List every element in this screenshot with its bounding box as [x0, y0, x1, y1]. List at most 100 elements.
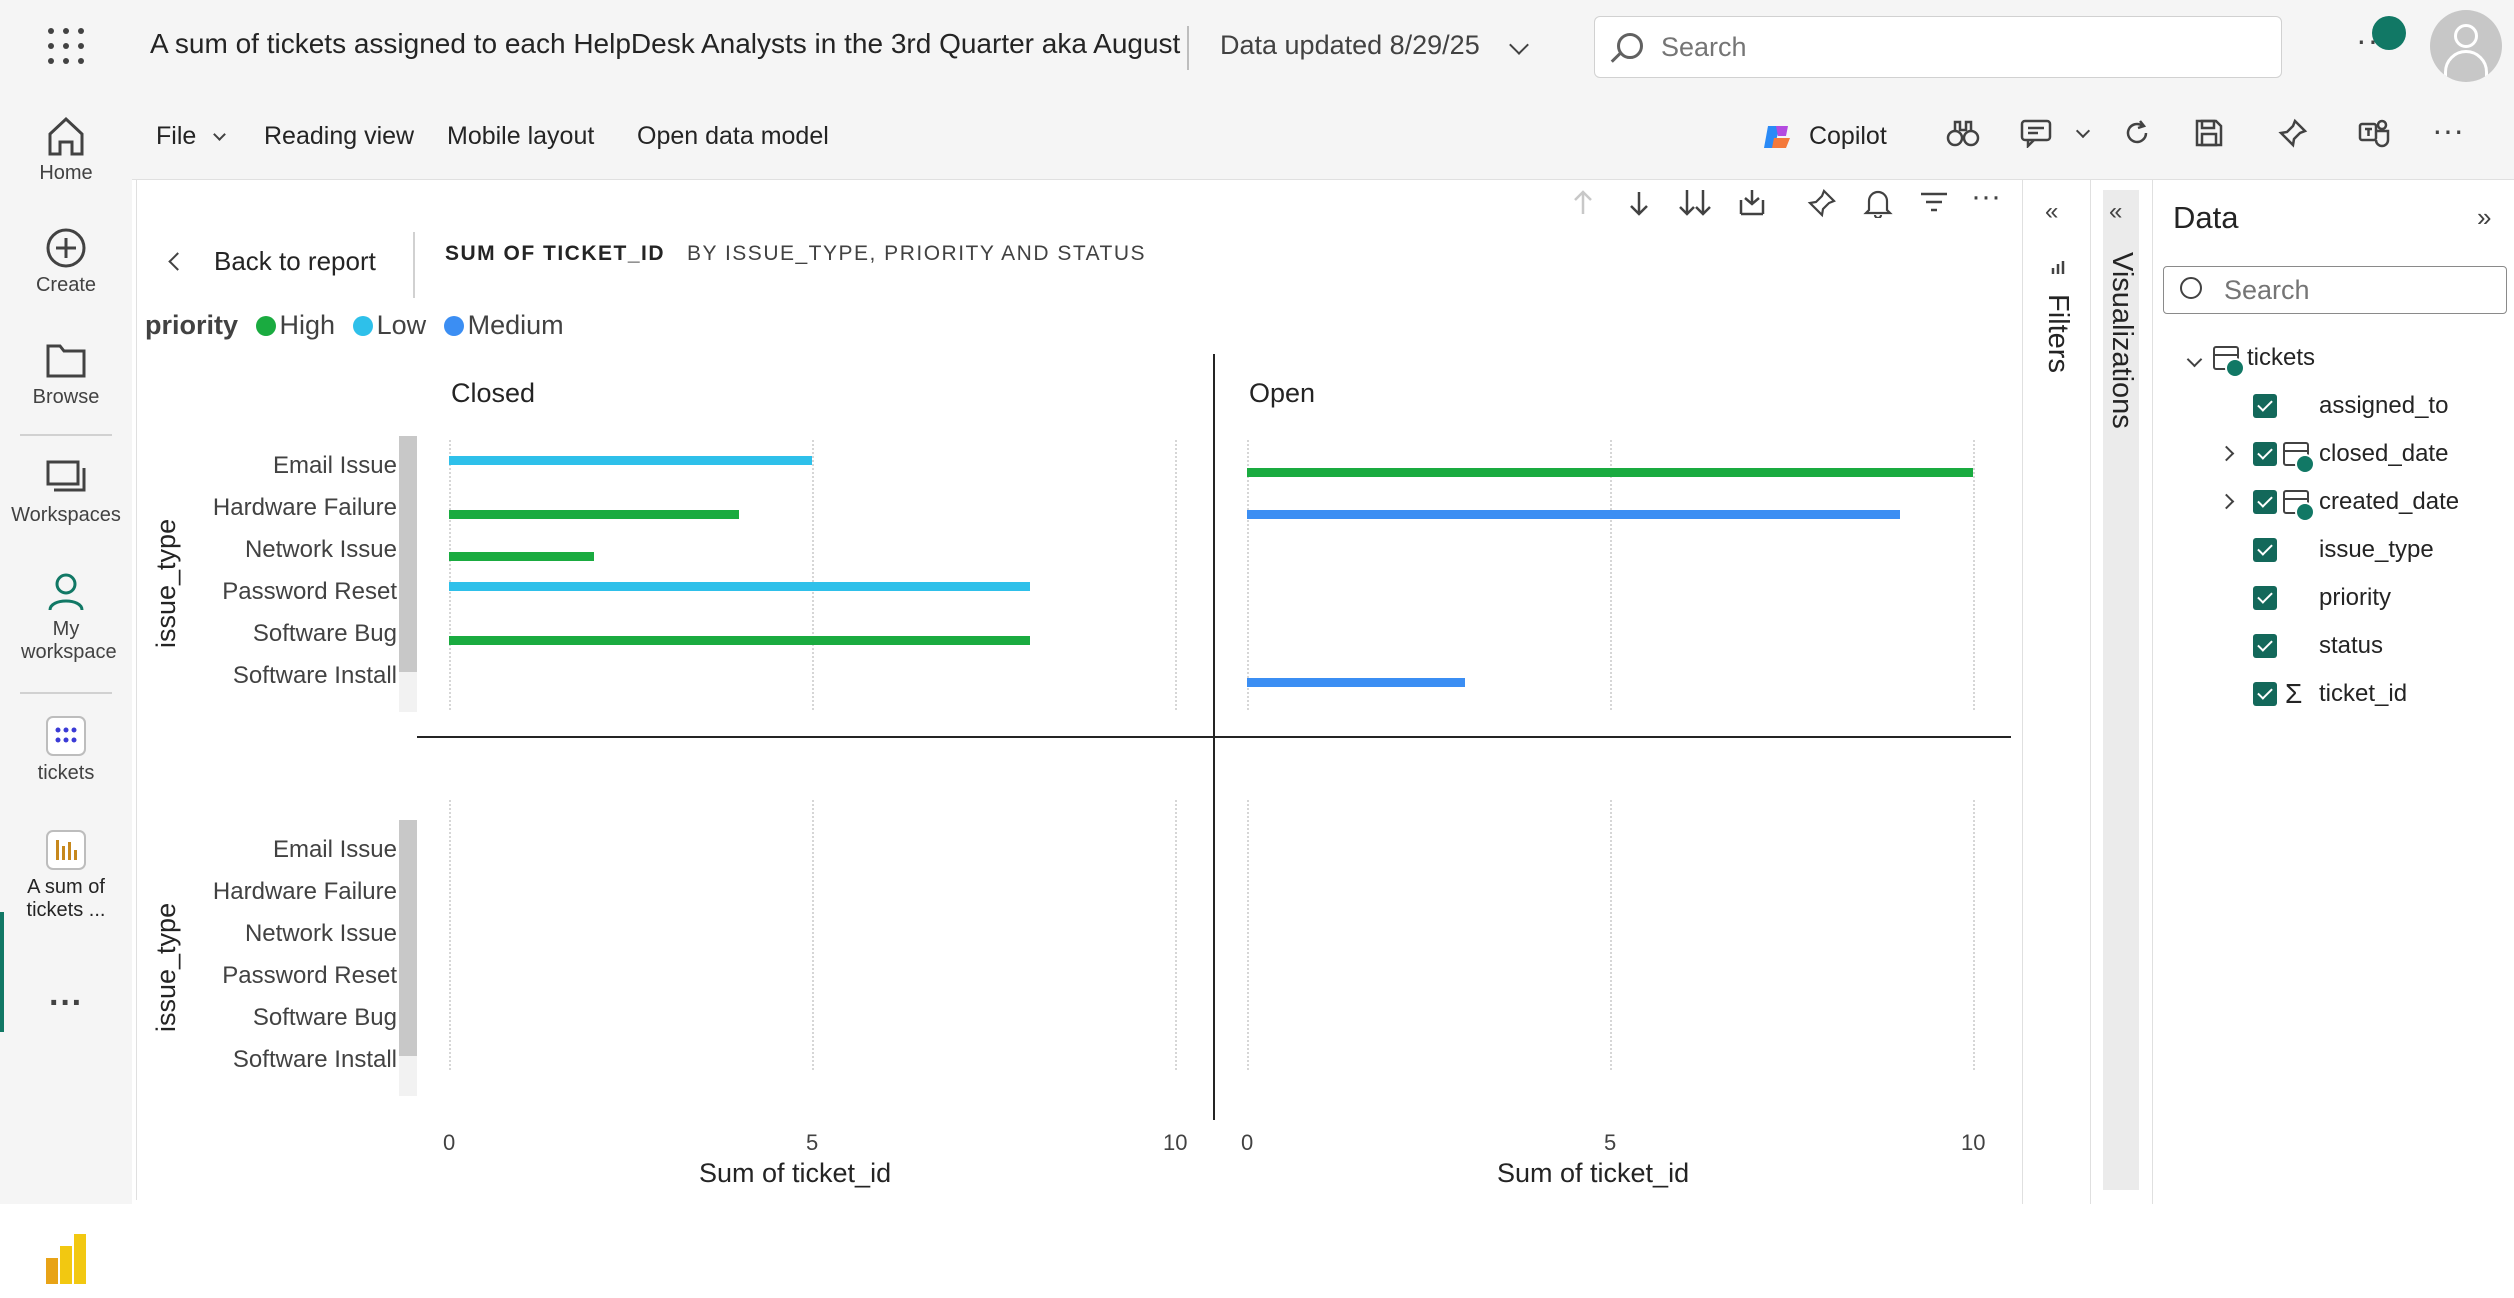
search-icon [2180, 277, 2202, 299]
field-checkbox[interactable] [2253, 538, 2277, 562]
copilot-button[interactable]: Copilot [1762, 122, 1887, 152]
file-menu[interactable]: File [156, 122, 227, 151]
field-created-date[interactable]: created_date [2319, 488, 2460, 515]
nav-label-browse: Browse [32, 386, 100, 408]
data-updated-label[interactable]: Data updated 8/29/25 [1220, 30, 1480, 60]
table-tickets[interactable]: tickets [2247, 344, 2316, 371]
search-icon [1617, 33, 1643, 59]
field-checkbox[interactable] [2253, 442, 2277, 466]
legend-item-low[interactable]: Low [376, 310, 427, 340]
bar-low[interactable] [449, 456, 812, 465]
field-closed-date[interactable]: closed_date [2319, 440, 2449, 467]
category-label: Software Bug [252, 1004, 397, 1031]
back-to-report-button[interactable]: Back to report [168, 246, 376, 277]
drill-down-icon[interactable] [1627, 188, 1651, 225]
nav-item-workspaces[interactable]: Workspaces [0, 456, 132, 527]
chevron-right-icon[interactable] [2218, 493, 2235, 510]
visual-subtitle: BY ISSUE_TYPE, PRIORITY AND STATUS [687, 242, 1147, 265]
nav-item-home[interactable]: Home [0, 114, 132, 185]
bar-high[interactable] [449, 552, 595, 561]
chevron-down-icon[interactable] [2075, 123, 2091, 139]
global-search[interactable] [1594, 16, 2282, 78]
teams-icon[interactable] [2358, 118, 2390, 155]
field-issue-type[interactable]: issue_type [2319, 536, 2434, 563]
nav-item-report[interactable]: A sum of tickets ... [0, 828, 132, 922]
data-search-input[interactable] [2224, 273, 2494, 307]
binoculars-icon[interactable] [1946, 118, 1980, 155]
workspaces-icon [46, 460, 86, 492]
category-label: Password Reset [222, 578, 397, 605]
avatar[interactable] [2430, 10, 2502, 82]
filters-label[interactable]: Filters [2042, 294, 2074, 373]
more-options-icon[interactable]: ··· [1971, 180, 2001, 213]
chevron-left-icon [168, 252, 187, 271]
category-label: Password Reset [222, 962, 397, 989]
chevron-down-icon[interactable] [1509, 35, 1529, 55]
bar-high[interactable] [1247, 468, 1973, 477]
comment-icon[interactable] [2020, 118, 2052, 155]
filter-icon[interactable] [1919, 188, 1949, 225]
back-to-report-label: Back to report [214, 246, 376, 276]
field-checkbox[interactable] [2253, 394, 2277, 418]
nav-item-my-workspace[interactable]: My workspace [0, 570, 132, 664]
report-title: A sum of tickets assigned to each HelpDe… [150, 28, 1181, 59]
collapse-icon[interactable]: « [2109, 198, 2123, 225]
category-label: Software Install [232, 662, 397, 689]
bell-icon[interactable] [1863, 188, 1893, 225]
field-status[interactable]: status [2319, 632, 2384, 659]
home-icon [48, 116, 84, 156]
nav-divider [20, 434, 112, 436]
bar-high[interactable] [449, 636, 1030, 645]
bar-medium[interactable] [1247, 678, 1465, 687]
bar-high[interactable] [449, 510, 740, 519]
save-icon[interactable] [2194, 118, 2224, 155]
data-search[interactable] [2163, 266, 2507, 314]
nav-item-browse[interactable]: Browse [0, 338, 132, 409]
open-data-model-button[interactable]: Open data model [637, 122, 829, 150]
filters-pane[interactable]: « Filters [2022, 180, 2090, 1204]
field-checkbox[interactable] [2253, 586, 2277, 610]
legend-swatch-medium [443, 316, 464, 336]
report-icon [46, 830, 86, 870]
gridline [1610, 440, 1612, 710]
collapse-icon[interactable]: » [2477, 202, 2492, 232]
visualizations-label[interactable]: Visualizations [2106, 252, 2138, 429]
category-label: Email Issue [272, 452, 397, 479]
legend-item-high[interactable]: High [279, 310, 336, 340]
field-checkbox[interactable] [2253, 682, 2277, 706]
reading-view-button[interactable]: Reading view [264, 122, 415, 150]
app-launcher-icon[interactable] [48, 28, 84, 64]
go-to-next-level-icon[interactable] [1677, 188, 1713, 225]
gridline [1973, 800, 1975, 1070]
field-ticket-id[interactable]: ticket_id [2319, 680, 2408, 707]
visualizations-pane[interactable]: « Visualizations [2090, 180, 2150, 1204]
legend-item-medium[interactable]: Medium [467, 310, 564, 340]
nav-item-tickets[interactable]: tickets [0, 714, 132, 785]
bar-medium[interactable] [1247, 510, 1901, 519]
field-priority[interactable]: priority [2319, 584, 2392, 611]
chevron-down-icon[interactable] [2186, 351, 2203, 368]
more-options-icon[interactable]: ··· [2432, 112, 2464, 148]
search-input[interactable] [1661, 27, 2261, 67]
refresh-icon[interactable] [2122, 118, 2152, 155]
drill-up-icon[interactable] [1571, 188, 1595, 225]
expand-hierarchy-icon[interactable] [1737, 188, 1767, 225]
pin-icon[interactable] [2278, 118, 2308, 155]
bar-low[interactable] [449, 582, 1030, 591]
gridline [1247, 440, 1249, 710]
field-assigned-to[interactable]: assigned_to [2319, 392, 2449, 419]
mobile-layout-button[interactable]: Mobile layout [447, 122, 595, 150]
checkmark-badge-icon [2295, 502, 2315, 522]
scrollbar-thumb[interactable] [399, 820, 417, 1056]
checkmark-badge-icon [2225, 358, 2245, 378]
chevron-right-icon[interactable] [2218, 445, 2235, 462]
nav-item-create[interactable]: Create [0, 226, 132, 297]
field-checkbox[interactable] [2253, 634, 2277, 658]
field-checkbox[interactable] [2253, 490, 2277, 514]
scrollbar-thumb[interactable] [399, 436, 417, 672]
collapse-icon[interactable]: « [2045, 198, 2059, 225]
calendar-table-icon [2283, 490, 2315, 522]
pin-visual-icon[interactable] [1807, 188, 1837, 225]
gridline [1175, 800, 1177, 1070]
more-icon[interactable]: ··· [49, 984, 83, 1022]
